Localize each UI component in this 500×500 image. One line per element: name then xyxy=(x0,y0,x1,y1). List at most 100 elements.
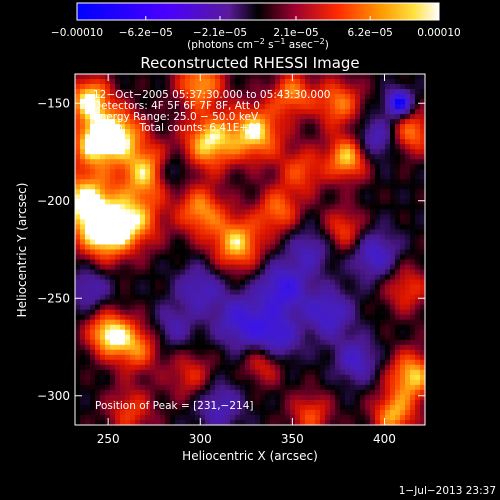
heatmap-cell xyxy=(380,164,386,170)
heatmap-cell xyxy=(235,374,241,381)
heatmap-cell xyxy=(155,109,161,115)
heatmap-cell xyxy=(380,419,386,426)
heatmap-cell xyxy=(120,174,126,180)
heatmap-cell xyxy=(285,224,291,231)
heatmap-cell xyxy=(280,239,286,246)
heatmap-cell xyxy=(410,249,416,256)
heatmap-cell xyxy=(330,264,336,271)
heatmap-cell xyxy=(120,394,126,401)
heatmap-cell xyxy=(315,154,321,160)
heatmap-cell xyxy=(140,74,146,80)
heatmap-cell xyxy=(75,264,81,271)
heatmap-cell xyxy=(90,384,96,391)
heatmap-cell xyxy=(380,109,386,115)
heatmap-cell xyxy=(200,194,206,200)
heatmap-cell xyxy=(265,309,271,316)
heatmap-cell xyxy=(410,244,416,251)
heatmap-cell xyxy=(195,244,201,251)
heatmap-cell xyxy=(90,404,96,411)
heatmap-cell xyxy=(215,204,221,210)
heatmap-cell xyxy=(360,139,366,145)
heatmap-cell xyxy=(240,224,246,231)
heatmap-cell xyxy=(415,124,421,130)
heatmap-cell xyxy=(315,144,321,150)
heatmap-cell xyxy=(290,189,296,195)
heatmap-cell xyxy=(290,269,296,276)
heatmap-cell xyxy=(285,169,291,175)
heatmap-cell xyxy=(420,194,426,200)
heatmap-cell xyxy=(400,139,406,145)
heatmap-cell xyxy=(375,394,381,401)
heatmap-cell xyxy=(385,359,391,366)
heatmap-cell xyxy=(350,184,356,190)
heatmap-cell xyxy=(420,334,426,341)
heatmap-cell xyxy=(325,234,331,241)
heatmap-cell xyxy=(85,334,91,341)
heatmap-cell xyxy=(125,234,131,241)
heatmap-cell xyxy=(230,274,236,281)
heatmap-cell xyxy=(130,354,136,361)
heatmap-cell xyxy=(210,189,216,195)
heatmap-cell xyxy=(310,349,316,356)
heatmap-cell xyxy=(275,269,281,276)
heatmap-cell xyxy=(140,174,146,180)
heatmap-cell xyxy=(170,264,176,271)
heatmap-cell xyxy=(415,374,421,381)
heatmap-cell xyxy=(220,114,226,120)
heatmap-cell xyxy=(305,239,311,246)
heatmap-cell xyxy=(210,419,216,426)
heatmap-cell xyxy=(365,314,371,321)
heatmap-cell xyxy=(400,204,406,210)
heatmap-cell xyxy=(285,344,291,351)
heatmap-cell xyxy=(280,374,286,381)
heatmap-cell xyxy=(135,399,141,406)
heatmap-cell xyxy=(240,334,246,341)
heatmap-cell xyxy=(300,409,306,416)
heatmap-cell xyxy=(280,249,286,256)
heatmap-cell xyxy=(160,374,166,381)
heatmap-cell xyxy=(370,139,376,145)
heatmap-cell xyxy=(165,199,171,205)
heatmap-cell xyxy=(200,164,206,170)
heatmap-cell xyxy=(190,244,196,251)
heatmap-cell xyxy=(310,119,316,125)
heatmap-cell xyxy=(180,404,186,411)
heatmap-cell xyxy=(155,149,161,155)
heatmap-cell xyxy=(150,314,156,321)
heatmap-cell xyxy=(135,314,141,321)
heatmap-cell xyxy=(420,264,426,271)
heatmap-cell xyxy=(415,189,421,195)
heatmap-cell xyxy=(330,389,336,396)
heatmap-cell xyxy=(255,414,261,421)
heatmap-cell xyxy=(190,144,196,150)
heatmap-cell xyxy=(295,264,301,271)
heatmap-cell xyxy=(305,419,311,426)
heatmap-cell xyxy=(160,134,166,140)
heatmap-cell xyxy=(350,109,356,115)
heatmap-cell xyxy=(265,264,271,271)
heatmap-cell xyxy=(270,169,276,175)
heatmap-cell xyxy=(310,219,316,226)
heatmap-cell xyxy=(330,344,336,351)
heatmap-cell xyxy=(100,194,106,200)
heatmap-cell xyxy=(125,314,131,321)
heatmap-cell xyxy=(195,249,201,256)
heatmap-cell xyxy=(380,194,386,200)
heatmap-cell xyxy=(400,394,406,401)
heatmap-cell xyxy=(105,264,111,271)
heatmap-cell xyxy=(185,214,191,221)
heatmap-cell xyxy=(160,199,166,205)
heatmap-cell xyxy=(400,104,406,110)
heatmap-cell xyxy=(330,309,336,316)
heatmap-cell xyxy=(250,394,256,401)
heatmap-cell xyxy=(175,384,181,391)
heatmap-cell xyxy=(300,354,306,361)
heatmap-cell xyxy=(85,134,91,140)
heatmap-cell xyxy=(360,179,366,185)
heatmap-cell xyxy=(410,354,416,361)
heatmap-cell xyxy=(250,354,256,361)
heatmap-cell xyxy=(305,84,311,90)
heatmap-cell xyxy=(310,239,316,246)
heatmap-cell xyxy=(320,74,326,80)
heatmap-cell xyxy=(235,419,241,426)
